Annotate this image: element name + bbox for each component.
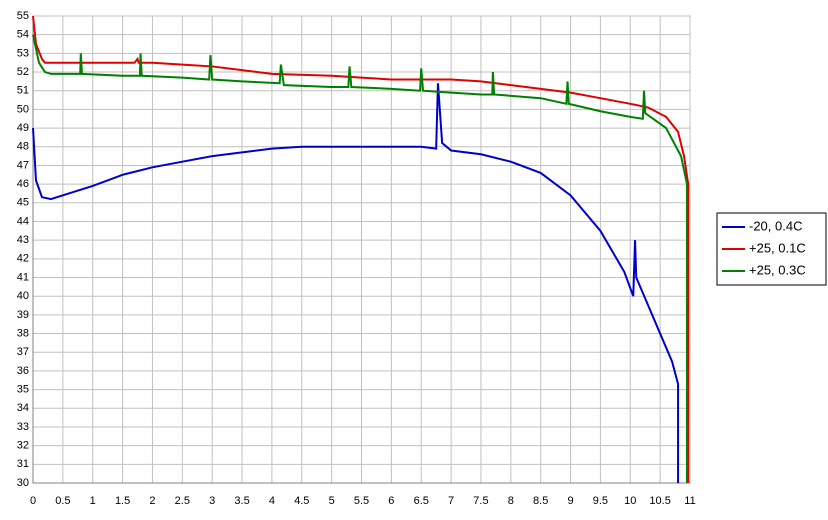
y-tick-label: 44	[17, 215, 29, 227]
x-tick-label: 8	[508, 495, 514, 507]
y-tick-label: 45	[17, 197, 29, 209]
y-tick-label: 47	[17, 159, 29, 171]
x-tick-label: 9	[567, 495, 573, 507]
legend-label: +25, 0.3C	[749, 262, 806, 277]
y-tick-label: 30	[17, 477, 29, 489]
y-tick-label: 49	[17, 122, 29, 134]
y-tick-label: 53	[17, 47, 29, 59]
x-tick-label: 10.5	[649, 495, 670, 507]
y-tick-label: 31	[17, 458, 29, 470]
x-tick-label: 9.5	[593, 495, 608, 507]
y-tick-label: 40	[17, 290, 29, 302]
x-tick-label: 7	[448, 495, 454, 507]
y-tick-label: 37	[17, 346, 29, 358]
x-tick-label: 2.5	[175, 495, 190, 507]
x-tick-label: 1.5	[115, 495, 130, 507]
x-tick-label: 11	[684, 495, 695, 507]
legend-label: +25, 0.1C	[749, 240, 806, 255]
y-tick-label: 46	[17, 178, 29, 190]
x-tick-label: 8.5	[533, 495, 548, 507]
y-tick-label: 38	[17, 327, 29, 339]
x-tick-label: 7.5	[473, 495, 488, 507]
x-tick-label: 3.5	[234, 495, 249, 507]
data-line	[32, 34, 689, 483]
x-tick-label: 6	[388, 495, 394, 507]
x-tick-label: 3	[209, 495, 215, 507]
y-tick-label: 42	[17, 253, 29, 265]
y-tick-label: 48	[17, 141, 29, 153]
x-tick-label: 2	[149, 495, 155, 507]
x-tick-label: 10	[624, 495, 636, 507]
y-tick-label: 51	[17, 85, 29, 97]
data-line	[32, 83, 680, 483]
x-tick-label: 5.5	[354, 495, 369, 507]
y-tick-label: 39	[17, 309, 29, 321]
y-tick-label: 36	[17, 365, 29, 377]
y-tick-label: 54	[17, 29, 29, 41]
x-tick-label: 0	[30, 495, 36, 507]
x-tick-label: 1	[90, 495, 96, 507]
y-tick-label: 41	[17, 271, 29, 283]
x-tick-label: 4	[269, 495, 275, 507]
legend-label: -20, 0.4C	[749, 218, 802, 233]
y-tick-label: 55	[17, 10, 29, 22]
y-tick-label: 52	[17, 66, 29, 78]
y-tick-label: 35	[17, 384, 29, 396]
y-tick-label: 33	[17, 421, 29, 433]
x-tick-label: 4.5	[294, 495, 309, 507]
x-tick-label: 5	[329, 495, 335, 507]
data-line	[32, 15, 690, 483]
y-tick-label: 34	[17, 402, 29, 414]
y-tick-label: 43	[17, 234, 29, 246]
x-tick-label: 6.5	[414, 495, 429, 507]
y-tick-label: 32	[17, 440, 29, 452]
x-tick-label: 0.5	[55, 495, 70, 507]
y-tick-label: 50	[17, 103, 29, 115]
